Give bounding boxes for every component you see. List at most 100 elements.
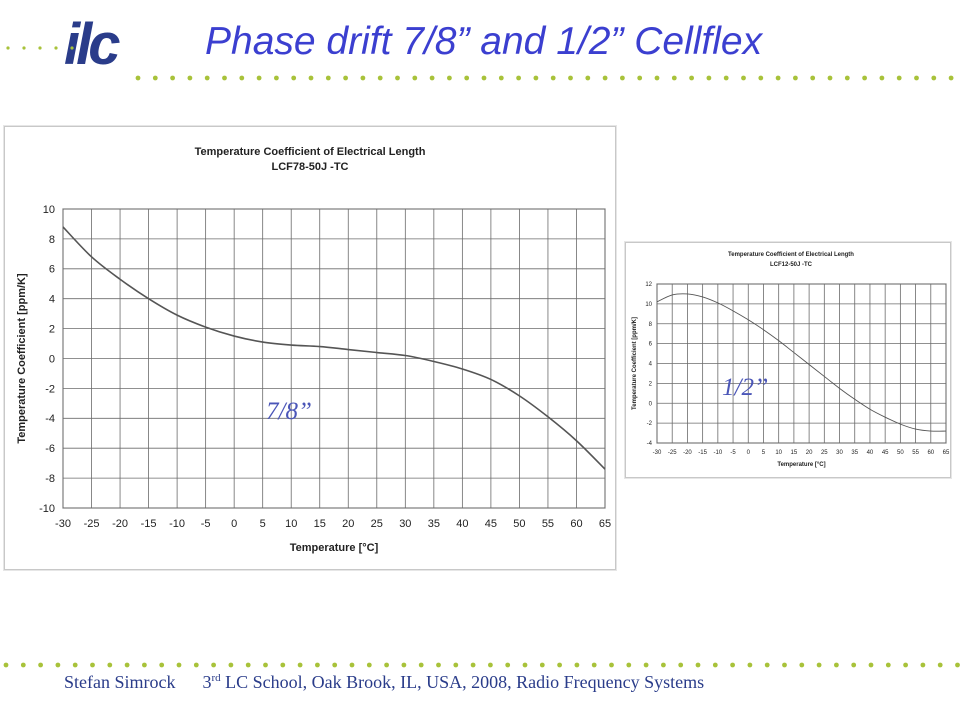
y-tick-label: 4 (49, 294, 55, 306)
x-tick-label: 0 (231, 518, 237, 530)
rule-dot (602, 75, 608, 81)
rule-dot (170, 75, 176, 81)
rule-dot (107, 662, 113, 668)
x-tick-label: -25 (668, 450, 677, 456)
rule-dot (464, 75, 470, 81)
data-series-line (62, 226, 606, 470)
y-tick-label: 2 (49, 323, 55, 335)
y-tick-label: 2 (649, 381, 653, 387)
rule-dot (862, 75, 867, 81)
rule-dot (22, 46, 26, 50)
rule-dot (176, 662, 182, 668)
x-tick-label: 45 (882, 450, 889, 456)
rule-dot (678, 662, 684, 668)
rule-dot (609, 662, 614, 668)
x-tick-label: -30 (653, 450, 662, 456)
rule-dot (453, 662, 459, 668)
x-tick-label: 0 (747, 450, 751, 456)
x-tick-label: 55 (542, 518, 554, 530)
rule-dot (810, 75, 816, 81)
rule-dot (896, 75, 902, 81)
rule-dot (574, 662, 580, 668)
rule-dot (522, 662, 528, 668)
rule-dot (211, 662, 217, 668)
x-tick-label: 60 (570, 518, 582, 530)
rule-dot (793, 75, 798, 81)
x-tick-label: 10 (775, 450, 782, 456)
x-tick-label: 40 (867, 450, 874, 456)
large-chart-panel: Temperature Coefficient of Electrical Le… (4, 126, 616, 570)
rule-dot (920, 662, 926, 668)
rule-dot (55, 662, 61, 668)
x-tick-label: -15 (698, 450, 707, 456)
rule-dot (256, 75, 262, 81)
rule-dot (948, 75, 954, 81)
x-tick-label: 5 (762, 450, 766, 456)
x-tick-label: -15 (141, 518, 157, 530)
rule-dot (851, 662, 857, 668)
rule-dot (885, 662, 891, 668)
large-chart-callout: 7/8” (266, 398, 312, 425)
rule-dot (315, 662, 320, 668)
data-series-line (656, 293, 947, 432)
rule-dot (550, 75, 556, 81)
rule-dot (799, 662, 805, 668)
rule-dot (747, 662, 753, 668)
small-chart-callout: 1/2’’ (722, 374, 768, 401)
y-tick-label: 4 (649, 362, 653, 368)
slide-title: Phase drift 7/8” and 1/2” Cellflex (205, 20, 763, 63)
rule-dot (470, 662, 476, 668)
rule-dot (591, 662, 597, 668)
x-tick-label: 60 (927, 450, 934, 456)
rule-dot (637, 75, 643, 81)
rule-dot (775, 75, 781, 81)
x-tick-label: 30 (836, 450, 843, 456)
rule-dot (539, 662, 545, 668)
y-tick-label: -2 (647, 421, 653, 427)
rule-dot (481, 75, 487, 81)
rule-dot (187, 75, 193, 81)
x-tick-label: 10 (285, 518, 297, 530)
rule-dot (343, 75, 348, 81)
rule-dot (325, 75, 331, 81)
rule-dot (418, 662, 424, 668)
y-tick-label: 10 (43, 204, 55, 216)
y-tick-label: 10 (645, 302, 652, 308)
rule-dot (204, 75, 210, 81)
rule-dot (620, 75, 625, 81)
rule-dot (689, 75, 694, 81)
rule-dot (516, 75, 521, 81)
rule-dot (90, 662, 95, 668)
y-axis-label: Temperature Coefficient [ppm/K] (632, 317, 638, 410)
rule-dot (741, 75, 746, 81)
rule-dot (764, 662, 770, 668)
x-tick-label: 65 (943, 450, 950, 456)
x-tick-label: -10 (714, 450, 723, 456)
chart-subtitle: LCF78-50J -TC (271, 161, 348, 173)
y-tick-label: 12 (645, 282, 652, 288)
rule-dot (72, 662, 78, 668)
rule-dot (429, 75, 435, 81)
rule-dot (816, 662, 822, 668)
x-tick-label: -25 (84, 518, 100, 530)
rule-dot (245, 662, 251, 668)
rule-dot (401, 662, 407, 668)
y-tick-label: 8 (49, 234, 55, 246)
rule-dot (193, 662, 199, 668)
x-tick-label: -30 (55, 518, 71, 530)
rule-dot (868, 662, 874, 668)
rule-dot (937, 662, 943, 668)
rule-dot (349, 662, 355, 668)
footer-topic: Radio Frequency Systems (516, 672, 705, 692)
y-tick-label: -4 (647, 441, 653, 447)
x-tick-label: 40 (456, 518, 468, 530)
rule-dot (159, 662, 165, 668)
bottom-dotted-rule (3, 662, 960, 668)
rule-dot (280, 662, 286, 668)
rule-dot (723, 75, 729, 81)
y-axis-label: Temperature Coefficient [ppm/K] (16, 273, 28, 444)
rule-dot (671, 75, 677, 81)
rule-dot (557, 662, 562, 668)
rule-dot (695, 662, 701, 668)
x-tick-label: 65 (599, 518, 611, 530)
